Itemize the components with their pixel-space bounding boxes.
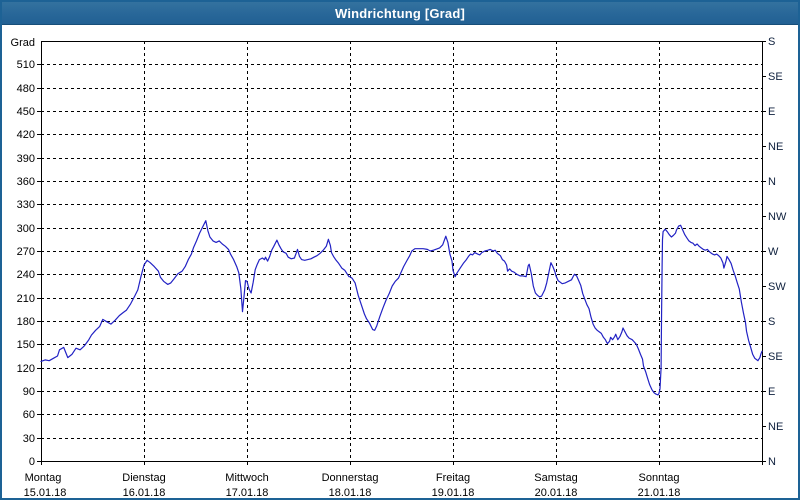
date-label: 16.01.18 (123, 487, 166, 498)
compass-tick-label: SW (768, 281, 786, 293)
compass-tick-label: SE (768, 71, 783, 83)
weekday-label: Mittwoch (225, 472, 268, 484)
compass-tick-label: S (768, 36, 775, 48)
date-label: 18.01.18 (329, 487, 372, 498)
y-axis-unit-label: Grad (11, 37, 35, 49)
compass-tick-label: S (768, 316, 775, 328)
compass-tick-label: W (768, 246, 779, 258)
weekday-label: Samstag (534, 472, 577, 484)
y-axis-right-labels: S SE E NE N NW W SW S SE E NE N (768, 36, 787, 468)
weekday-label: Freitag (436, 472, 470, 484)
compass-tick-label: SE (768, 351, 783, 363)
compass-tick-label: E (768, 106, 775, 118)
date-label: 20.01.18 (535, 487, 578, 498)
compass-tick-label: NE (768, 141, 783, 153)
weekday-label: Dienstag (122, 472, 165, 484)
y-axis-tick-label: 30 (23, 433, 35, 445)
y-axis-tick-label: 90 (23, 386, 35, 398)
wind-direction-chart: Grad510480450420390360330300270240210180… (11, 36, 787, 498)
y-axis-tick-label: 150 (17, 339, 35, 351)
y-axis-left-labels: Grad510480450420390360330300270240210180… (11, 37, 35, 468)
window-titlebar: Windrichtung [Grad] (2, 2, 798, 25)
y-axis-tick-label: 180 (17, 316, 35, 328)
y-axis-tick-label: 240 (17, 269, 35, 281)
y-axis-tick-label: 330 (17, 199, 35, 211)
y-axis-tick-label: 270 (17, 246, 35, 258)
compass-tick-label: N (768, 456, 776, 468)
weekday-label: Sonntag (639, 472, 680, 484)
y-axis-tick-label: 480 (17, 83, 35, 95)
y-axis-tick-label: 510 (17, 59, 35, 71)
compass-tick-label: E (768, 386, 775, 398)
window-title: Windrichtung [Grad] (334, 5, 466, 21)
axis-ticks (37, 41, 766, 465)
y-axis-tick-label: 390 (17, 153, 35, 165)
x-axis-labels: Montag 15.01.18 Dienstag 16.01.18 Mittwoch 17… (24, 472, 681, 498)
compass-tick-label: NE (768, 421, 783, 433)
y-axis-tick-label: 360 (17, 176, 35, 188)
weekday-label: Montag (25, 472, 62, 484)
y-axis-tick-label: 450 (17, 106, 35, 118)
date-label: 17.01.18 (226, 487, 269, 498)
y-axis-tick-label: 420 (17, 129, 35, 141)
date-label: 15.01.18 (24, 487, 67, 498)
y-axis-tick-label: 0 (29, 456, 35, 468)
date-label: 21.01.18 (638, 487, 681, 498)
wind-direction-line (40, 220, 763, 396)
y-axis-tick-label: 120 (17, 363, 35, 375)
chart-area: Grad 510 480 450 420 390 360 330 300 270 240 210 180… (2, 25, 798, 498)
compass-tick-label: NW (768, 211, 787, 223)
y-axis-tick-label: 300 (17, 223, 35, 235)
weekday-label: Donnerstag (322, 472, 379, 484)
compass-tick-label: N (768, 176, 776, 188)
grid (41, 41, 762, 461)
date-label: 19.01.18 (432, 487, 475, 498)
y-axis-tick-label: 60 (23, 409, 35, 421)
y-axis-tick-label: 210 (17, 293, 35, 305)
